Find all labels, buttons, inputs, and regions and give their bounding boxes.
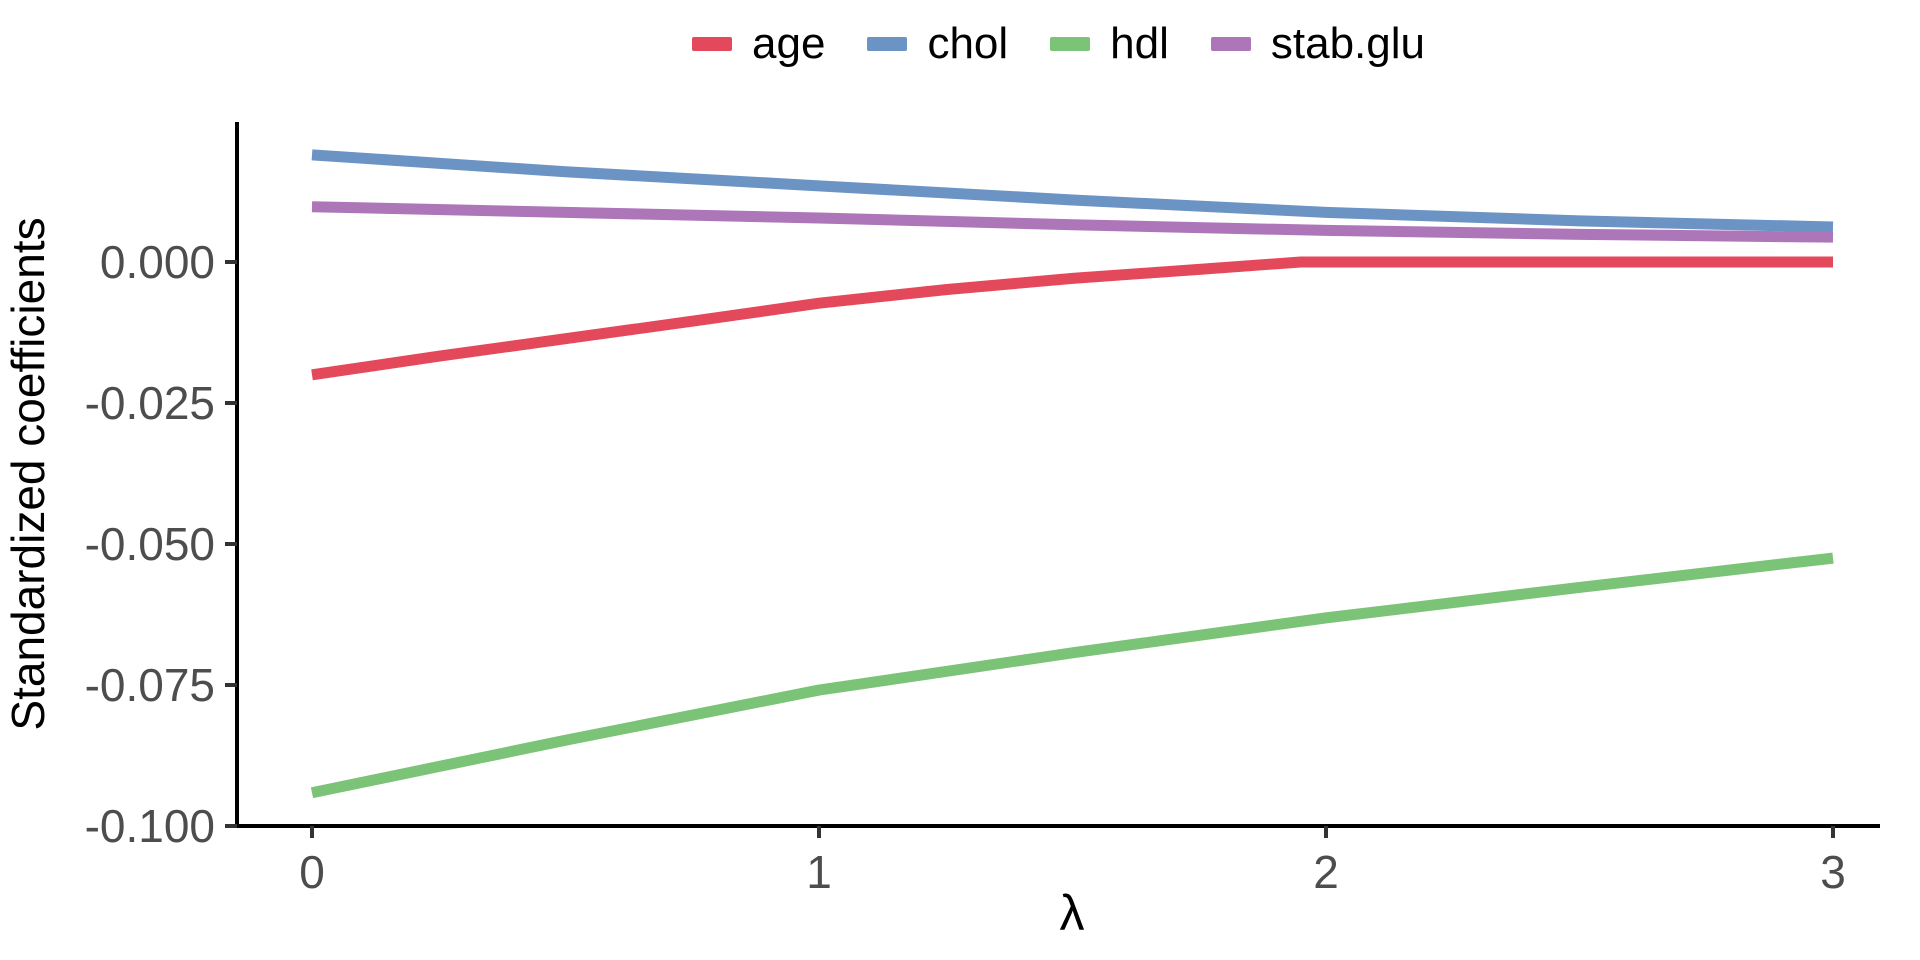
y-tick-label: -0.050 <box>85 518 215 570</box>
y-tick-label: -0.025 <box>85 377 215 429</box>
y-tick-label: -0.100 <box>85 800 215 852</box>
series-line-age <box>311 256 1833 381</box>
series-line-hdl <box>310 552 1834 799</box>
x-tick-label: 3 <box>1820 846 1846 898</box>
series-line-chol <box>311 149 1834 233</box>
x-tick-label: 1 <box>806 846 832 898</box>
x-tick-label: 0 <box>299 846 325 898</box>
x-axis-title: λ <box>1060 885 1085 941</box>
y-tick-label: -0.075 <box>85 659 215 711</box>
x-tick-label: 2 <box>1313 846 1339 898</box>
series-line-stab.glu <box>311 201 1834 243</box>
y-tick-label: 0.000 <box>100 236 215 288</box>
y-axis-title: Standardized coefficients <box>2 217 54 730</box>
